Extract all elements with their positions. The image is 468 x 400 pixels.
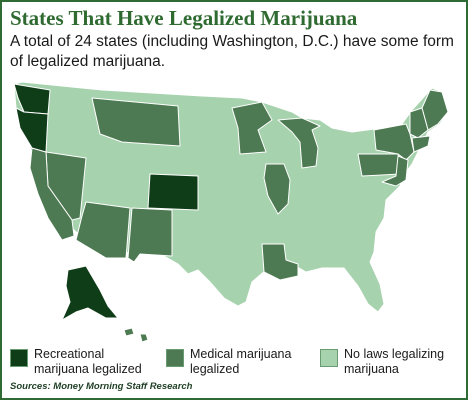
state-louisiana [261,243,299,281]
state-pennsylvania [357,153,401,177]
state-alaska [61,265,119,321]
legend-swatch-none [320,349,338,367]
legend-label-recreational: Recreational marijuana legalized [34,347,142,376]
sources-note: Sources: Money Morning Staff Research [10,381,193,392]
map-title: States That Have Legalized Marijuana [10,6,358,30]
legend-label-none: No laws legalizing marijuana [344,347,445,376]
state-california [29,147,75,241]
state-arizona [75,201,131,259]
state-nj-md-de-dc [381,155,409,187]
state-minnesota [231,101,273,155]
state-colorado [147,173,199,211]
legend-swatch-medical [166,349,184,367]
state-michigan [277,117,321,169]
state-oregon [15,107,49,153]
map-subtitle: A total of 24 states (including Washingt… [10,33,454,70]
state-new-mexico [127,207,173,263]
legend-swatch-recreational [10,349,28,367]
state-new-england-south [411,135,431,153]
state-hawaii [123,327,149,343]
state-new-york [373,123,415,161]
legend-label-medical: Medical marijuana legalized [190,347,292,376]
state-illinois [263,163,291,215]
us-map [13,81,449,343]
state-montana [91,97,181,147]
state-vermont-nh [409,107,429,139]
